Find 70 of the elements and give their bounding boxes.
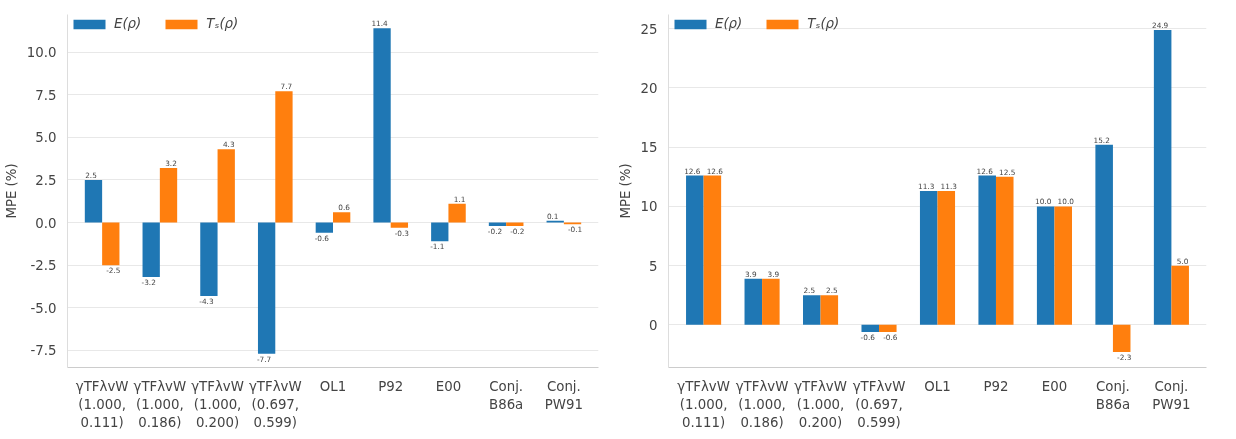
x-tick-label: E00: [1041, 378, 1068, 394]
x-tick-label: Conj. B86a: [489, 378, 524, 412]
x-tick-label: γTFλvW (1.000, 0.200): [794, 378, 847, 430]
y-tick-label: 10: [640, 199, 658, 215]
bar: [1095, 144, 1113, 325]
bar: [200, 222, 218, 296]
bar: [142, 222, 160, 278]
bar: [762, 278, 780, 325]
bar: [978, 175, 996, 325]
bar: [1153, 29, 1172, 325]
y-tick-label: -5.0: [30, 300, 57, 316]
bar: [861, 324, 880, 332]
bar: [333, 212, 351, 223]
bar: [373, 28, 391, 223]
y-tick-label: 10.0: [26, 45, 57, 61]
bar: [1171, 265, 1189, 325]
bar: [448, 203, 466, 223]
y-tick-label: 5.0: [35, 130, 57, 146]
bar: [275, 91, 293, 223]
y-tick-label: 5: [649, 258, 658, 274]
bar: [390, 222, 409, 228]
y-tick-label: 20: [640, 80, 658, 96]
y-tick-label: 25: [640, 21, 658, 37]
x-tick-label: γTFλvW (1.000, 0.111): [75, 378, 129, 430]
y-tick-label: -7.5: [30, 343, 57, 359]
bar: [315, 222, 333, 233]
bar: [217, 149, 235, 223]
bar: [159, 167, 178, 223]
x-tick-label: γTFλvW (1.000, 0.200): [191, 378, 244, 430]
bar: [803, 295, 821, 325]
x-tick-label: Conj. PW91: [1152, 378, 1191, 412]
bar: [257, 222, 276, 354]
x-tick-label: Conj. PW91: [544, 378, 583, 412]
bar: [686, 175, 704, 325]
legend-label: E(ρ): [114, 16, 142, 31]
x-tick-label: P92: [983, 378, 1009, 394]
legend-label: E(ρ): [715, 16, 743, 31]
legend-label: Tₛ(ρ): [206, 16, 239, 31]
bar: [879, 324, 897, 332]
legend-label: Tₛ(ρ): [807, 16, 840, 31]
x-tick-label: Conj. B86a: [1095, 378, 1131, 412]
x-tick-label: γTFλvW (1.000, 0.186): [133, 378, 187, 430]
x-tick-label: OL1: [924, 378, 951, 394]
y-tick-label: 15: [640, 140, 658, 156]
y-tick-label: 2.5: [35, 172, 57, 188]
bar: [1054, 206, 1072, 325]
x-tick-label: γTFλvW (1.000, 0.186): [735, 378, 789, 430]
x-tick-label: OL1: [319, 378, 347, 394]
y-tick-label: 0.0: [35, 215, 57, 231]
x-tick-label: E00: [435, 378, 462, 394]
y-axis-title: MPE (%): [617, 163, 633, 219]
x-tick-label: γTFλvW (0.697, 0.599): [852, 378, 906, 430]
x-tick-label: P92: [378, 378, 404, 394]
x-tick-label: γTFλvW (0.697, 0.599): [248, 378, 302, 430]
bar: [102, 222, 120, 266]
bar: [937, 191, 956, 325]
bar: [431, 222, 449, 242]
bar: [995, 176, 1014, 325]
bar: [919, 191, 938, 325]
y-tick-label: 0: [649, 317, 658, 333]
bar: [1112, 324, 1131, 353]
y-tick-label: 7.5: [35, 87, 57, 103]
bar: [1036, 206, 1055, 325]
bar: [703, 175, 722, 325]
bar: [84, 179, 103, 223]
y-tick-label: -2.5: [30, 258, 57, 274]
bar: [820, 295, 839, 325]
y-axis-title: MPE (%): [3, 163, 19, 219]
bar: [744, 278, 763, 325]
x-tick-label: γTFλvW (1.000, 0.111): [677, 378, 730, 430]
